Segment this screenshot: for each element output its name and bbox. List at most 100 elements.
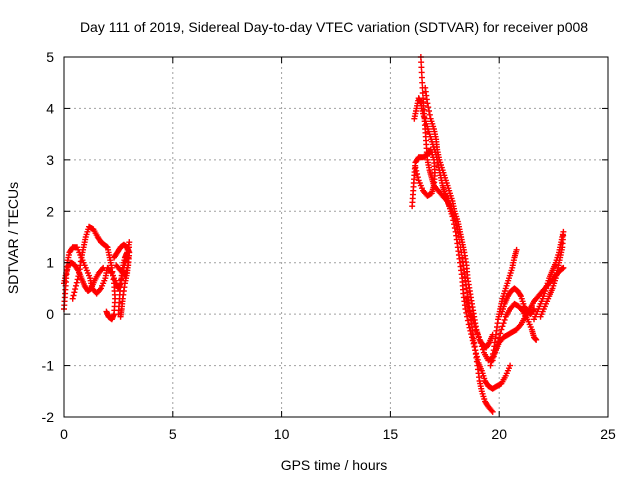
series-arc-12	[489, 300, 540, 364]
data-point	[464, 317, 471, 324]
data-point	[414, 171, 421, 177]
data-point	[485, 340, 492, 347]
x-axis-label: GPS time / hours	[281, 457, 388, 473]
data-point	[419, 79, 426, 86]
data-point	[425, 104, 432, 111]
plot-frame	[63, 56, 609, 418]
series-arc-8	[409, 146, 439, 210]
data-point	[96, 286, 103, 293]
data-point	[500, 320, 507, 327]
data-point	[494, 342, 501, 348]
data-point	[71, 289, 78, 296]
data-point	[99, 266, 106, 273]
data-point	[69, 295, 76, 302]
data-point	[74, 276, 81, 283]
data-point	[419, 90, 426, 96]
y-tick-label: 3	[46, 152, 54, 168]
data-point	[472, 347, 479, 354]
data-point	[471, 343, 478, 350]
data-point	[463, 295, 470, 302]
y-axis-label: SDTVAR / TECUs	[5, 182, 21, 294]
series-arc-13	[531, 228, 567, 323]
y-tick-label: 0	[46, 306, 54, 322]
data-point	[490, 353, 497, 360]
data-point	[478, 343, 485, 350]
data-point	[100, 264, 107, 271]
data-point	[469, 337, 476, 344]
data-point	[75, 273, 82, 280]
data-point	[491, 349, 498, 356]
data-point	[126, 239, 133, 246]
data-point	[413, 167, 420, 174]
data-point	[467, 327, 474, 334]
data-point	[537, 313, 544, 320]
data-point	[473, 350, 480, 357]
data-point	[421, 189, 428, 195]
data-point	[499, 323, 506, 330]
data-point	[418, 64, 425, 71]
data-point	[475, 333, 482, 340]
y-tick-label: 1	[46, 255, 54, 271]
data-point	[113, 262, 120, 269]
series-arc-3	[69, 223, 119, 323]
x-tick-label: 20	[491, 426, 507, 442]
data-point	[477, 340, 484, 347]
data-point	[531, 306, 538, 312]
y-tick-label: 4	[46, 100, 54, 116]
data-point	[70, 292, 77, 299]
data-point	[474, 330, 481, 337]
data-point	[489, 357, 496, 364]
data-point	[469, 314, 475, 321]
x-tick-label: 25	[600, 426, 616, 442]
data-point	[465, 321, 472, 328]
data-point	[117, 313, 124, 320]
series-arc-14	[498, 285, 538, 318]
data-point	[415, 177, 422, 184]
data-point	[426, 111, 433, 118]
data-point	[479, 346, 486, 353]
data-point	[498, 326, 505, 333]
data-point	[473, 353, 480, 360]
data-point	[476, 336, 483, 343]
data-point	[463, 309, 470, 316]
data-point	[501, 316, 508, 323]
data-point	[472, 324, 479, 330]
data-point	[451, 225, 458, 231]
data-point	[492, 345, 499, 352]
series-arc-5	[111, 241, 133, 279]
data-point	[418, 69, 425, 76]
data-point	[507, 362, 514, 369]
data-point	[424, 100, 431, 107]
chart-title: Day 111 of 2019, Sidereal Day-to-day VTE…	[80, 19, 588, 35]
data-point	[473, 327, 480, 334]
data-points	[61, 54, 567, 415]
data-point	[496, 334, 503, 341]
data-point	[489, 408, 496, 415]
data-point	[464, 299, 471, 306]
data-point	[72, 286, 79, 293]
data-point	[516, 322, 523, 329]
data-point	[114, 263, 121, 270]
data-point	[465, 303, 472, 310]
y-tick-label: -1	[42, 358, 55, 374]
series-arc-9	[422, 84, 496, 351]
data-point	[462, 306, 469, 312]
data-point	[495, 338, 502, 345]
data-point	[426, 108, 433, 114]
data-point	[487, 362, 494, 369]
data-point	[513, 246, 520, 253]
y-tick-label: 2	[46, 203, 54, 219]
data-point	[412, 164, 419, 171]
data-point	[468, 331, 475, 338]
data-point	[530, 307, 537, 314]
data-point	[517, 291, 524, 298]
x-tick-label: 5	[169, 426, 177, 442]
x-tick-label: 0	[60, 426, 68, 442]
y-tick-label: -2	[42, 409, 55, 425]
x-tick-label: 15	[383, 426, 399, 442]
data-point	[470, 340, 477, 347]
data-point	[533, 336, 540, 343]
data-point	[414, 174, 421, 181]
data-point	[466, 324, 473, 331]
